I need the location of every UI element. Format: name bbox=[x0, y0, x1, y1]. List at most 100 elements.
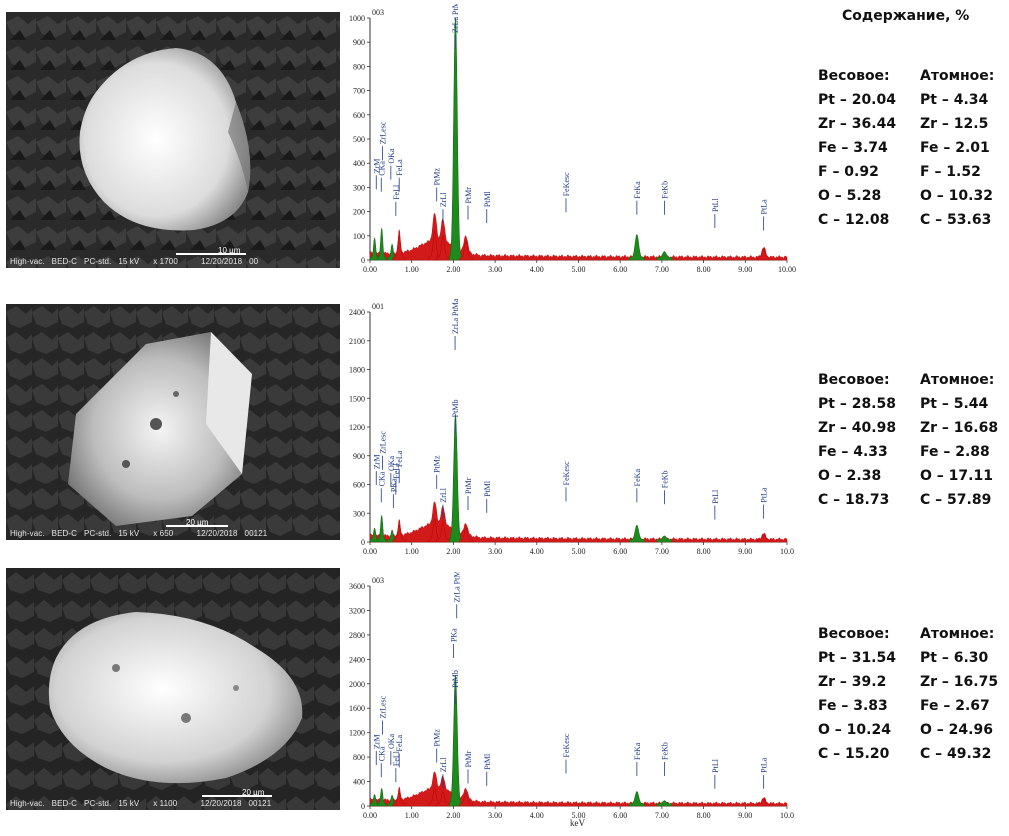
atomic-row: O – 10.32 bbox=[920, 188, 993, 204]
weight-header: Весовое: bbox=[818, 372, 890, 388]
spectrum-peak bbox=[447, 415, 464, 543]
x-tick-label: 6.00 bbox=[613, 811, 627, 820]
atomic-row: Zr – 16.68 bbox=[920, 420, 999, 436]
spectrum-peak bbox=[757, 247, 771, 261]
spectrum-background-area bbox=[369, 212, 788, 261]
atomic-row: C – 53.63 bbox=[920, 212, 992, 228]
y-tick-label: 2400 bbox=[349, 308, 365, 317]
peak-label: PtMr bbox=[464, 751, 473, 768]
peak-label: PtLa bbox=[760, 757, 769, 773]
y-tick-label: 100 bbox=[353, 232, 365, 241]
spectrum-peak bbox=[392, 524, 406, 543]
atomic-row: Fe – 2.88 bbox=[920, 444, 990, 460]
peak-label: FeKesc bbox=[562, 461, 571, 485]
spectrum-background-area bbox=[369, 501, 788, 543]
x-tick-label: 4.00 bbox=[530, 811, 544, 820]
x-tick-label: 5.00 bbox=[572, 547, 586, 556]
weight-column-3: Весовое: Pt – 31.54 Zr – 39.2 Fe – 3.83 … bbox=[818, 622, 918, 766]
y-tick-label: 2800 bbox=[349, 631, 365, 640]
peak-label: FeLa bbox=[395, 159, 404, 176]
y-tick-label: 900 bbox=[353, 38, 365, 47]
atomic-row: Pt – 4.34 bbox=[920, 92, 989, 108]
peak-label: OKa bbox=[387, 455, 396, 471]
spectrum-chart-3: 003 0 400 800 1200 1600 2000 2400 2800 3200 3600 0.… bbox=[332, 567, 802, 827]
x-tick-label: 8.00 bbox=[697, 811, 711, 820]
atomic-row: Pt – 6.30 bbox=[920, 650, 989, 666]
y-tick-label: 0 bbox=[361, 802, 365, 811]
atomic-header: Атомное: bbox=[920, 372, 995, 388]
peak-label: PtLl bbox=[711, 197, 720, 212]
x-tick-label: 9.00 bbox=[738, 811, 752, 820]
peak-label: PtMl bbox=[483, 190, 492, 207]
spectrum-peak bbox=[459, 240, 473, 261]
panel-1: 10 µm High-vac. BED-C PC-std. 15 kV x 17… bbox=[0, 0, 1009, 274]
x-tick-label: 3.00 bbox=[488, 265, 502, 274]
spectrum-svg-2: 001 0 300 600 900 1200 1500 1800 2100 2400 0.00 1.0… bbox=[349, 298, 794, 556]
x-tick-label: 10.0 bbox=[780, 547, 794, 556]
composition-heading: Содержание, % bbox=[842, 8, 970, 24]
x-tick-label: 8.00 bbox=[697, 547, 711, 556]
x-tick-label: 5.00 bbox=[572, 811, 586, 820]
weight-row: Zr – 36.44 bbox=[818, 116, 897, 132]
peak-label: ZrLesc bbox=[379, 695, 388, 718]
sem-micrograph-2: 20 µm High-vac. BED-C PC-std. 15 kV x 65… bbox=[6, 304, 340, 540]
spectrum-svg-1: 003 0 100 200 300 400 500 600 700 800 900 1000 0.00 1… bbox=[349, 0, 796, 274]
x-tick-label: 0.00 bbox=[363, 811, 377, 820]
weight-row: Pt – 28.58 bbox=[818, 396, 896, 412]
weight-row: O – 10.24 bbox=[818, 722, 891, 738]
atomic-column-3: Атомное: Pt – 6.30 Zr – 16.75 Fe – 2.67 … bbox=[920, 622, 1009, 766]
peak-label: PtMz bbox=[433, 455, 442, 473]
weight-row: O – 2.38 bbox=[818, 468, 882, 484]
x-tick-label: 1.00 bbox=[405, 811, 419, 820]
atomic-column-1: Атомное: Pt – 4.34 Zr – 12.5 Fe – 2.01 F… bbox=[920, 64, 1009, 232]
peak-label: FeKa bbox=[633, 742, 642, 760]
peak-label: PtMz bbox=[433, 729, 442, 747]
peak-label: ZrLl bbox=[439, 192, 448, 207]
weight-column-1: Весовое: Pt – 20.04 Zr – 36.44 Fe – 3.74… bbox=[818, 64, 918, 232]
spectrum-peak bbox=[436, 521, 450, 543]
peak-label: FeKesc bbox=[562, 733, 571, 757]
peak-label: ZrLa PtMa bbox=[451, 4, 460, 33]
spectrum-peak bbox=[447, 17, 464, 261]
atomic-row: Zr – 16.75 bbox=[920, 674, 999, 690]
spectrum-peak bbox=[377, 787, 387, 807]
y-tick-label: 800 bbox=[353, 62, 365, 71]
peak-label: FeLl bbox=[392, 463, 401, 479]
peak-label: OKa bbox=[387, 148, 396, 164]
chart-title: 001 bbox=[372, 302, 384, 311]
weight-column-2: Весовое: Pt – 28.58 Zr – 40.98 Fe – 4.33… bbox=[818, 368, 918, 512]
x-tick-label: 0.00 bbox=[363, 265, 377, 274]
peak-label: PtLa bbox=[760, 199, 769, 215]
x-tick-label: 6.00 bbox=[613, 265, 627, 274]
x-tick-label: 5.00 bbox=[572, 265, 586, 274]
scale-label-2: 20 µm bbox=[186, 518, 209, 527]
sem-micrograph-1: 10 µm High-vac. BED-C PC-std. 15 kV x 17… bbox=[6, 12, 340, 268]
peak-label: ZrLl bbox=[439, 487, 448, 502]
x-tick-label: 8.00 bbox=[697, 265, 711, 274]
peak-label: ZrLesc bbox=[379, 121, 388, 144]
sem-image-1 bbox=[6, 12, 340, 268]
panel-3: 20 µm High-vac. BED-C PC-std. 15 kV x 11… bbox=[0, 566, 1009, 836]
spectrum-peak bbox=[459, 792, 473, 807]
x-tick-label: 0.00 bbox=[363, 547, 377, 556]
weight-row: Zr – 40.98 bbox=[818, 420, 897, 436]
panel-2: 20 µm High-vac. BED-C PC-std. 15 kV x 65… bbox=[0, 296, 1009, 566]
weight-row: C – 18.73 bbox=[818, 492, 890, 508]
spectrum-peak bbox=[629, 791, 645, 807]
spectrum-chart-1: 003 0 100 200 300 400 500 600 700 800 900 1000 0.00 1… bbox=[332, 0, 802, 281]
x-tick-label: 3.00 bbox=[488, 547, 502, 556]
atomic-row: C – 49.32 bbox=[920, 746, 992, 762]
peak-label: FeLl bbox=[392, 184, 401, 200]
peak-label: PtMr bbox=[464, 477, 473, 494]
peak-label: ZrLa PtMa bbox=[451, 298, 460, 334]
spectrum-peak bbox=[656, 251, 673, 261]
y-tick-label: 3600 bbox=[349, 582, 365, 591]
weight-row: Fe – 4.33 bbox=[818, 444, 888, 460]
spectrum-peak bbox=[757, 798, 771, 807]
spectrum-svg-3: 003 0 400 800 1200 1600 2000 2400 2800 3200 3600 0.… bbox=[349, 567, 794, 820]
x-tick-label: 9.00 bbox=[738, 547, 752, 556]
x-tick-label: 9.00 bbox=[738, 265, 752, 274]
y-tick-label: 400 bbox=[353, 159, 365, 168]
weight-row: Pt – 20.04 bbox=[818, 92, 896, 108]
peak-label: FeLa bbox=[395, 450, 404, 467]
